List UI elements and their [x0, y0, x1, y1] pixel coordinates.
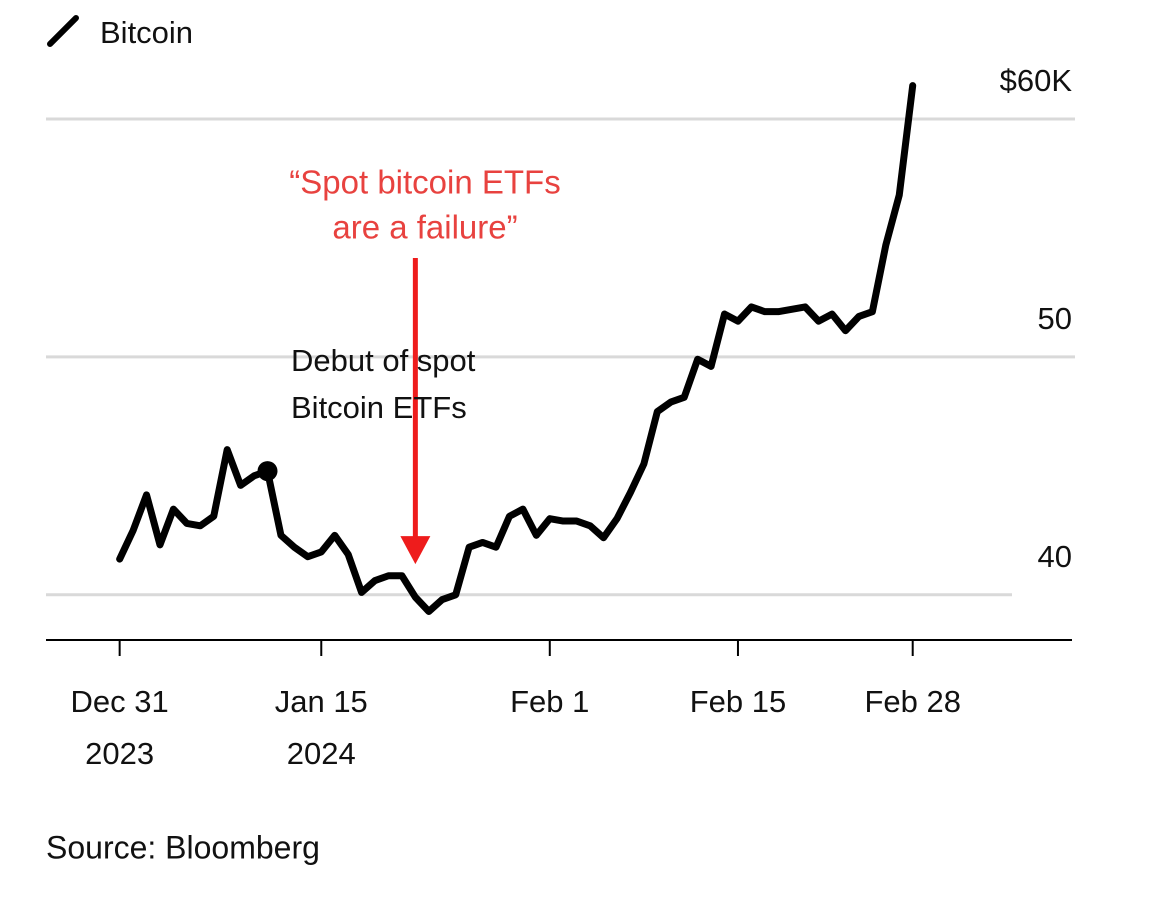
y-tick-label: 50 — [1038, 301, 1072, 336]
x-tick-label: 2023 — [85, 736, 154, 771]
x-tick-label: 2024 — [287, 736, 356, 771]
x-tick-label: Jan 15 — [275, 684, 368, 719]
source: Source: Bloomberg — [46, 829, 320, 865]
annotation-text: “Spot bitcoin ETFs — [289, 164, 560, 201]
y-tick-label: 40 — [1038, 539, 1072, 574]
annotation-text: Debut of spot — [291, 343, 476, 378]
annotation-text: Bitcoin ETFs — [291, 390, 467, 425]
price-line — [116, 82, 917, 615]
legend-label: Bitcoin — [100, 15, 193, 50]
x-tick-label: Feb 15 — [690, 684, 787, 719]
annotation-arrowhead — [400, 536, 431, 565]
legend-swatch — [47, 15, 79, 47]
x-tick-label: Feb 1 — [510, 684, 589, 719]
event-dot — [257, 461, 278, 482]
y-tick-label: $60K — [1000, 63, 1073, 98]
x-tick-label: Dec 31 — [71, 684, 169, 719]
annotation-text: are a failure” — [332, 209, 517, 246]
x-tick-label: Feb 28 — [864, 684, 961, 719]
